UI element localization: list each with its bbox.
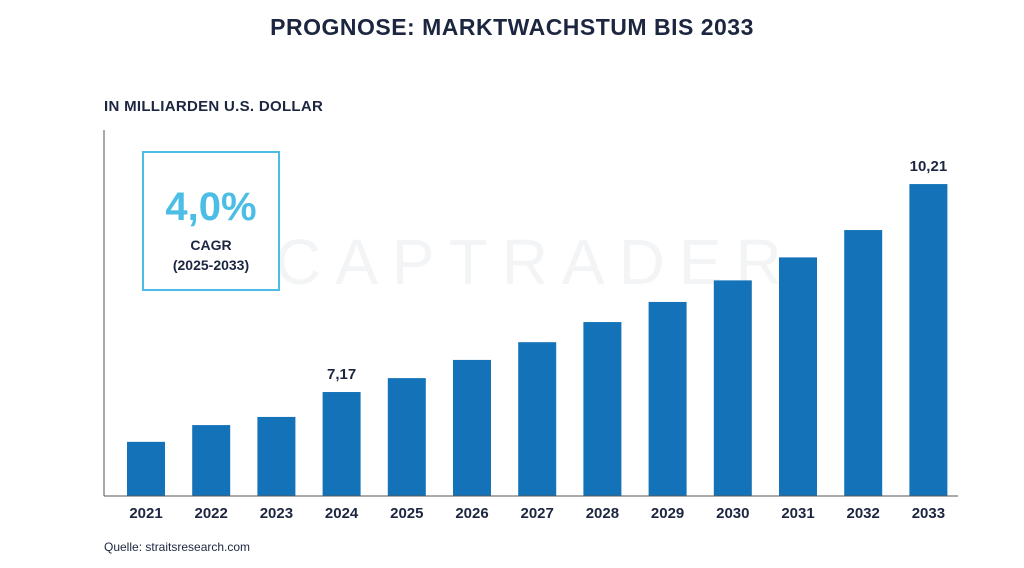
chart-title: PROGNOSE: MARKTWACHSTUM BIS 2033 bbox=[270, 14, 754, 40]
data-label-2024: 7,17 bbox=[327, 366, 356, 383]
bar-2029 bbox=[648, 301, 687, 496]
cagr-value: 4,0% bbox=[165, 185, 257, 229]
bar-2027 bbox=[518, 342, 557, 496]
x-tick-label: 2031 bbox=[781, 505, 814, 522]
x-tick-label: 2032 bbox=[847, 505, 880, 522]
x-tick-label: 2033 bbox=[912, 505, 945, 522]
x-tick-label: 2029 bbox=[651, 505, 684, 522]
x-tick-label: 2021 bbox=[129, 505, 162, 522]
cagr-label: CAGR bbox=[190, 237, 232, 253]
bar-2030 bbox=[713, 280, 752, 496]
bar-2023 bbox=[257, 416, 296, 496]
x-tick-label: 2024 bbox=[325, 505, 359, 522]
bar-2026 bbox=[453, 359, 491, 496]
bar-2025 bbox=[387, 378, 426, 496]
x-tick-label: 2025 bbox=[390, 505, 423, 522]
bar-2033 bbox=[909, 184, 948, 496]
cagr-box: 4,0% CAGR (2025-2033) bbox=[142, 151, 280, 291]
x-tick-label: 2022 bbox=[195, 505, 228, 522]
x-tick-label: 2027 bbox=[521, 505, 554, 522]
watermark: CAPTRADER bbox=[275, 226, 796, 298]
bar-2022 bbox=[192, 425, 231, 496]
cagr-period: (2025-2033) bbox=[172, 257, 250, 273]
bar-2024 bbox=[322, 392, 361, 496]
x-tick-label: 2026 bbox=[455, 505, 488, 522]
x-tick-label: 2023 bbox=[260, 505, 293, 522]
data-label-2033: 10,21 bbox=[910, 158, 948, 175]
x-tick-label: 2028 bbox=[586, 505, 619, 522]
bar-2031 bbox=[779, 257, 817, 496]
x-tick-label: 2030 bbox=[716, 505, 749, 522]
unit-label: IN MILLIARDEN U.S. DOLLAR bbox=[104, 98, 324, 115]
bar-2028 bbox=[583, 322, 622, 496]
bar-2032 bbox=[844, 230, 883, 496]
source-note: Quelle: straitsresearch.com bbox=[104, 540, 251, 554]
bar-2021 bbox=[127, 441, 165, 496]
